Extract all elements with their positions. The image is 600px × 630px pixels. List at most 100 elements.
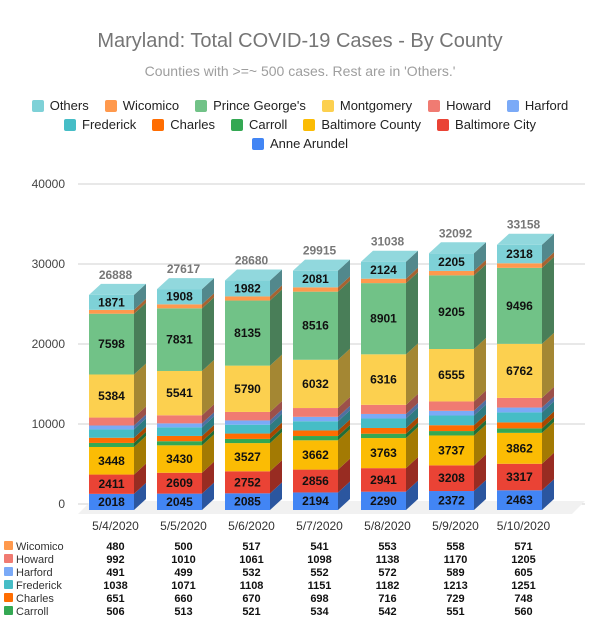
legend-item[interactable]: Harford [506, 98, 569, 113]
data-label: 532 [242, 567, 260, 579]
bar-segment-side [338, 410, 350, 431]
data-label: 513 [174, 606, 192, 618]
bar-segment-side [202, 293, 214, 309]
bar-segment-side [134, 283, 146, 310]
chart-subtitle: Counties with >=~ 500 cases. Rest are in… [144, 63, 456, 79]
bar-segment-side [134, 435, 146, 475]
small-segment-table: Wicomico 480 500 517 541 553 558 571 Howard 992 10… [4, 541, 536, 618]
bar-segment [89, 425, 134, 430]
bar-segment-side [406, 416, 418, 434]
bar-segment-side [338, 397, 350, 417]
bar-segment [293, 287, 338, 292]
bar-segment [225, 300, 270, 366]
data-label: 651 [106, 593, 124, 605]
bar-segment-side [202, 359, 214, 416]
total-label: 27617 [167, 262, 201, 276]
bar-stack: 2045 2609 3430 5541 7831 1908 27617 [157, 262, 214, 510]
bar-segment [225, 280, 270, 297]
data-label: 506 [106, 606, 124, 618]
bar-segment [157, 308, 202, 371]
bar-top [429, 242, 486, 254]
bar-segment [293, 430, 338, 437]
bar-segment-side [542, 256, 554, 344]
data-label: 3662 [302, 448, 329, 462]
legend-swatch [64, 118, 77, 131]
data-label: 3737 [438, 443, 465, 457]
bar-segment-side [542, 452, 554, 491]
bar-segment [429, 491, 474, 510]
bar-segment-side [542, 479, 554, 510]
bar-segment [361, 433, 406, 439]
legend-item[interactable]: Prince George's [195, 98, 306, 113]
table-row-swatch [4, 580, 13, 589]
bar-segment-side [474, 404, 486, 426]
data-label: 560 [514, 606, 532, 618]
bar-segment-side [406, 457, 418, 492]
bar-stack: 2290 2941 3763 6316 8901 2124 31038 [361, 235, 418, 510]
data-label: 3527 [234, 450, 261, 464]
data-label: 3448 [98, 454, 125, 468]
data-label: 7831 [166, 333, 193, 347]
bar-segment [225, 424, 270, 434]
data-label: 1151 [308, 580, 332, 592]
data-label: 1182 [376, 580, 400, 592]
legend-item[interactable]: Carroll [231, 117, 287, 132]
data-label: 5384 [98, 389, 125, 403]
legend-item[interactable]: Baltimore County [303, 117, 421, 132]
bar-segment-side [202, 297, 214, 371]
bar-segment [293, 416, 338, 422]
data-label: 9205 [438, 305, 465, 319]
legend-label: Harford [524, 98, 569, 113]
bar-segment [293, 436, 338, 441]
legend-label: Baltimore County [321, 117, 422, 132]
bar-stack: 2085 2752 3527 5790 8135 1982 28680 [225, 254, 282, 510]
bar-segment [497, 397, 542, 408]
bar-segment [497, 490, 542, 510]
total-label: 31038 [371, 235, 405, 249]
data-label: 572 [378, 567, 396, 579]
data-label: 517 [242, 541, 260, 553]
bar-segment [429, 431, 474, 436]
bar-segment-side [134, 418, 146, 438]
x-tick-label: 5/7/2020 [296, 519, 343, 533]
bar-segment-side [202, 416, 214, 436]
legend-item[interactable]: Charles [152, 117, 215, 132]
legend-swatch [506, 99, 519, 112]
bar-segment-side [202, 404, 214, 424]
bar-stack: 2372 3208 3737 6555 9205 2205 32092 [429, 226, 486, 510]
bar-segment-side [134, 482, 146, 510]
legend-item[interactable]: Wicomico [104, 98, 179, 113]
bar-segment [225, 420, 270, 425]
legend-row: Others Wicomico Prince George's Montgomery H… [0, 96, 600, 115]
legend-label: Carroll [249, 117, 288, 132]
bar-segment-side [474, 480, 486, 510]
bar-segment-side [474, 242, 486, 271]
x-tick-label: 5/9/2020 [432, 519, 479, 533]
bar-segment [89, 493, 134, 510]
bar-segment [225, 365, 270, 412]
bar-segment [157, 445, 202, 473]
legend-item[interactable]: Howard [428, 98, 491, 113]
bar-segment [89, 446, 134, 475]
bar-segment-side [270, 285, 282, 301]
legend-item[interactable]: Frederick [64, 117, 136, 132]
bar-segment [89, 417, 134, 426]
legend-swatch [437, 118, 450, 131]
bar-top [89, 283, 146, 295]
bar-segment-side [202, 430, 214, 446]
bar-segment-side [270, 413, 282, 434]
legend-item[interactable]: Baltimore City [437, 117, 536, 132]
data-label: 2081 [302, 272, 329, 286]
data-label: 521 [242, 606, 260, 618]
legend-item[interactable]: Montgomery [321, 98, 412, 113]
bar-segment [429, 349, 474, 402]
legend-item[interactable]: Others [31, 98, 89, 113]
legend-swatch [303, 118, 316, 131]
bar-segment-side [542, 417, 554, 433]
bar-segment [157, 370, 202, 416]
legend-item[interactable]: Anne Arundel [251, 136, 348, 151]
y-tick-label: 10000 [32, 417, 66, 431]
bar-segment-side [270, 460, 282, 494]
bar-segment-side [338, 458, 350, 493]
